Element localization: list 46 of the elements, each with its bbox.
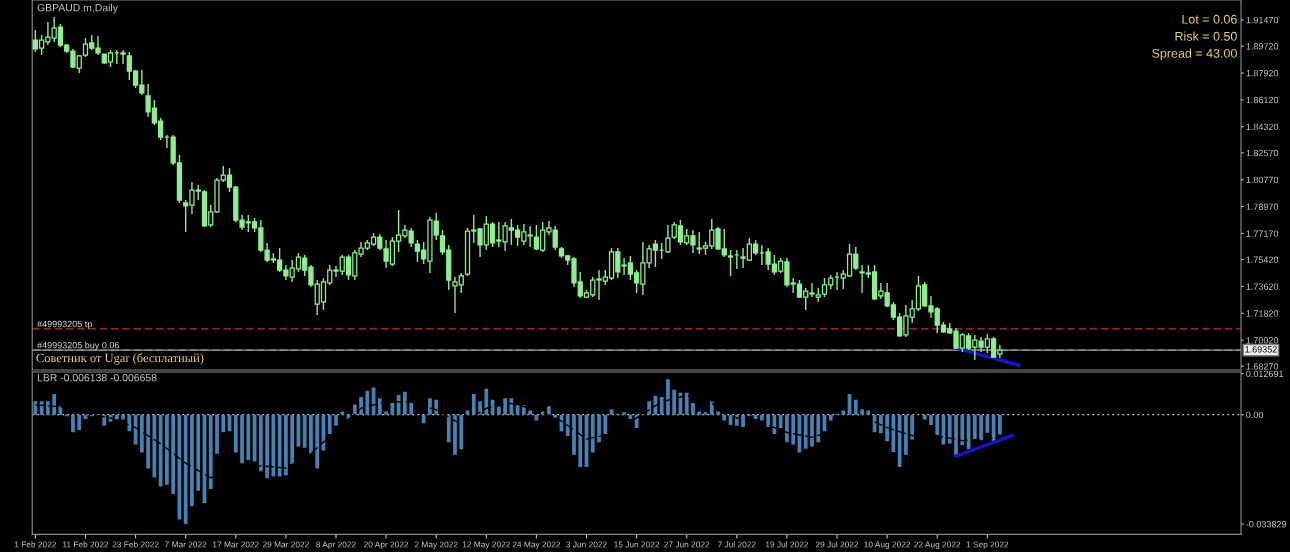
y-tick-label: 1.80770 bbox=[1246, 176, 1279, 184]
y-tick-label: 0.012691 bbox=[1246, 370, 1284, 378]
y-tick-label: 1.75420 bbox=[1246, 256, 1279, 263]
y-tick-label: 1.84320 bbox=[1246, 123, 1279, 131]
x-tick-label: 24 May 2022 bbox=[512, 541, 561, 550]
ref-line-label: #49993205 buy 0.06 bbox=[37, 341, 120, 351]
chart-title: LBR -0.006138 -0.006658 bbox=[37, 373, 157, 382]
ref-line-label: 1.69352 bbox=[1245, 346, 1277, 353]
y-tick-label: 1.86120 bbox=[1246, 96, 1279, 104]
annotation: Lot = 0.06 bbox=[1182, 14, 1237, 24]
x-tick-label: 3 Jun 2022 bbox=[566, 541, 607, 548]
annotation: Spread = 43.00 bbox=[1152, 48, 1237, 61]
x-tick-label: 29 Mar 2022 bbox=[262, 541, 309, 548]
x-tick-label: 10 Aug 2022 bbox=[864, 541, 911, 550]
ref-line-label: #49993205 tp bbox=[37, 320, 92, 329]
y-tick-label: -0.033829 bbox=[1246, 521, 1287, 528]
x-tick-label: 27 Jun 2022 bbox=[664, 541, 710, 548]
y-tick-label: 1.73620 bbox=[1246, 283, 1279, 290]
x-tick-label: 7 Jul 2022 bbox=[718, 541, 756, 548]
x-tick-label: 17 Mar 2022 bbox=[213, 541, 259, 548]
annotation: Советник от Ugar (бесплатный) bbox=[36, 353, 204, 365]
x-tick-label: 22 Aug 2022 bbox=[914, 541, 961, 550]
y-tick-label: 1.70020 bbox=[1246, 337, 1279, 344]
y-tick-label: 1.77170 bbox=[1246, 230, 1279, 237]
x-tick-label: 29 Jul 2022 bbox=[815, 541, 859, 548]
x-tick-label: 20 Apr 2022 bbox=[364, 541, 409, 550]
x-tick-label: 12 May 2022 bbox=[462, 541, 510, 550]
y-tick-label: 1.82570 bbox=[1246, 149, 1279, 157]
x-tick-label: 15 Jun 2022 bbox=[614, 541, 660, 548]
x-tick-label: 7 Mar 2022 bbox=[165, 541, 207, 548]
y-tick-label: 1.87920 bbox=[1246, 69, 1279, 77]
x-tick-label: 2 May 2022 bbox=[414, 541, 458, 550]
x-tick-label: 1 Feb 2022 bbox=[14, 541, 57, 548]
y-tick-label: 1.71820 bbox=[1246, 310, 1279, 317]
y-tick-label: 1.91470 bbox=[1246, 16, 1279, 24]
chart-title: GBPAUD.m,Daily bbox=[37, 3, 118, 14]
y-tick-label: 0.00 bbox=[1246, 411, 1264, 419]
x-tick-label: 11 Feb 2022 bbox=[63, 541, 109, 548]
annotation: Risk = 0.50 bbox=[1175, 31, 1237, 41]
y-tick-label: 1.89720 bbox=[1246, 43, 1279, 50]
y-tick-label: 1.68270 bbox=[1246, 363, 1279, 370]
x-tick-label: 23 Feb 2022 bbox=[112, 541, 159, 548]
x-tick-label: 1 Sep 2022 bbox=[966, 541, 1009, 550]
y-tick-label: 1.78970 bbox=[1246, 203, 1279, 210]
x-tick-label: 8 Apr 2022 bbox=[316, 541, 356, 550]
x-tick-label: 19 Jul 2022 bbox=[766, 541, 809, 548]
